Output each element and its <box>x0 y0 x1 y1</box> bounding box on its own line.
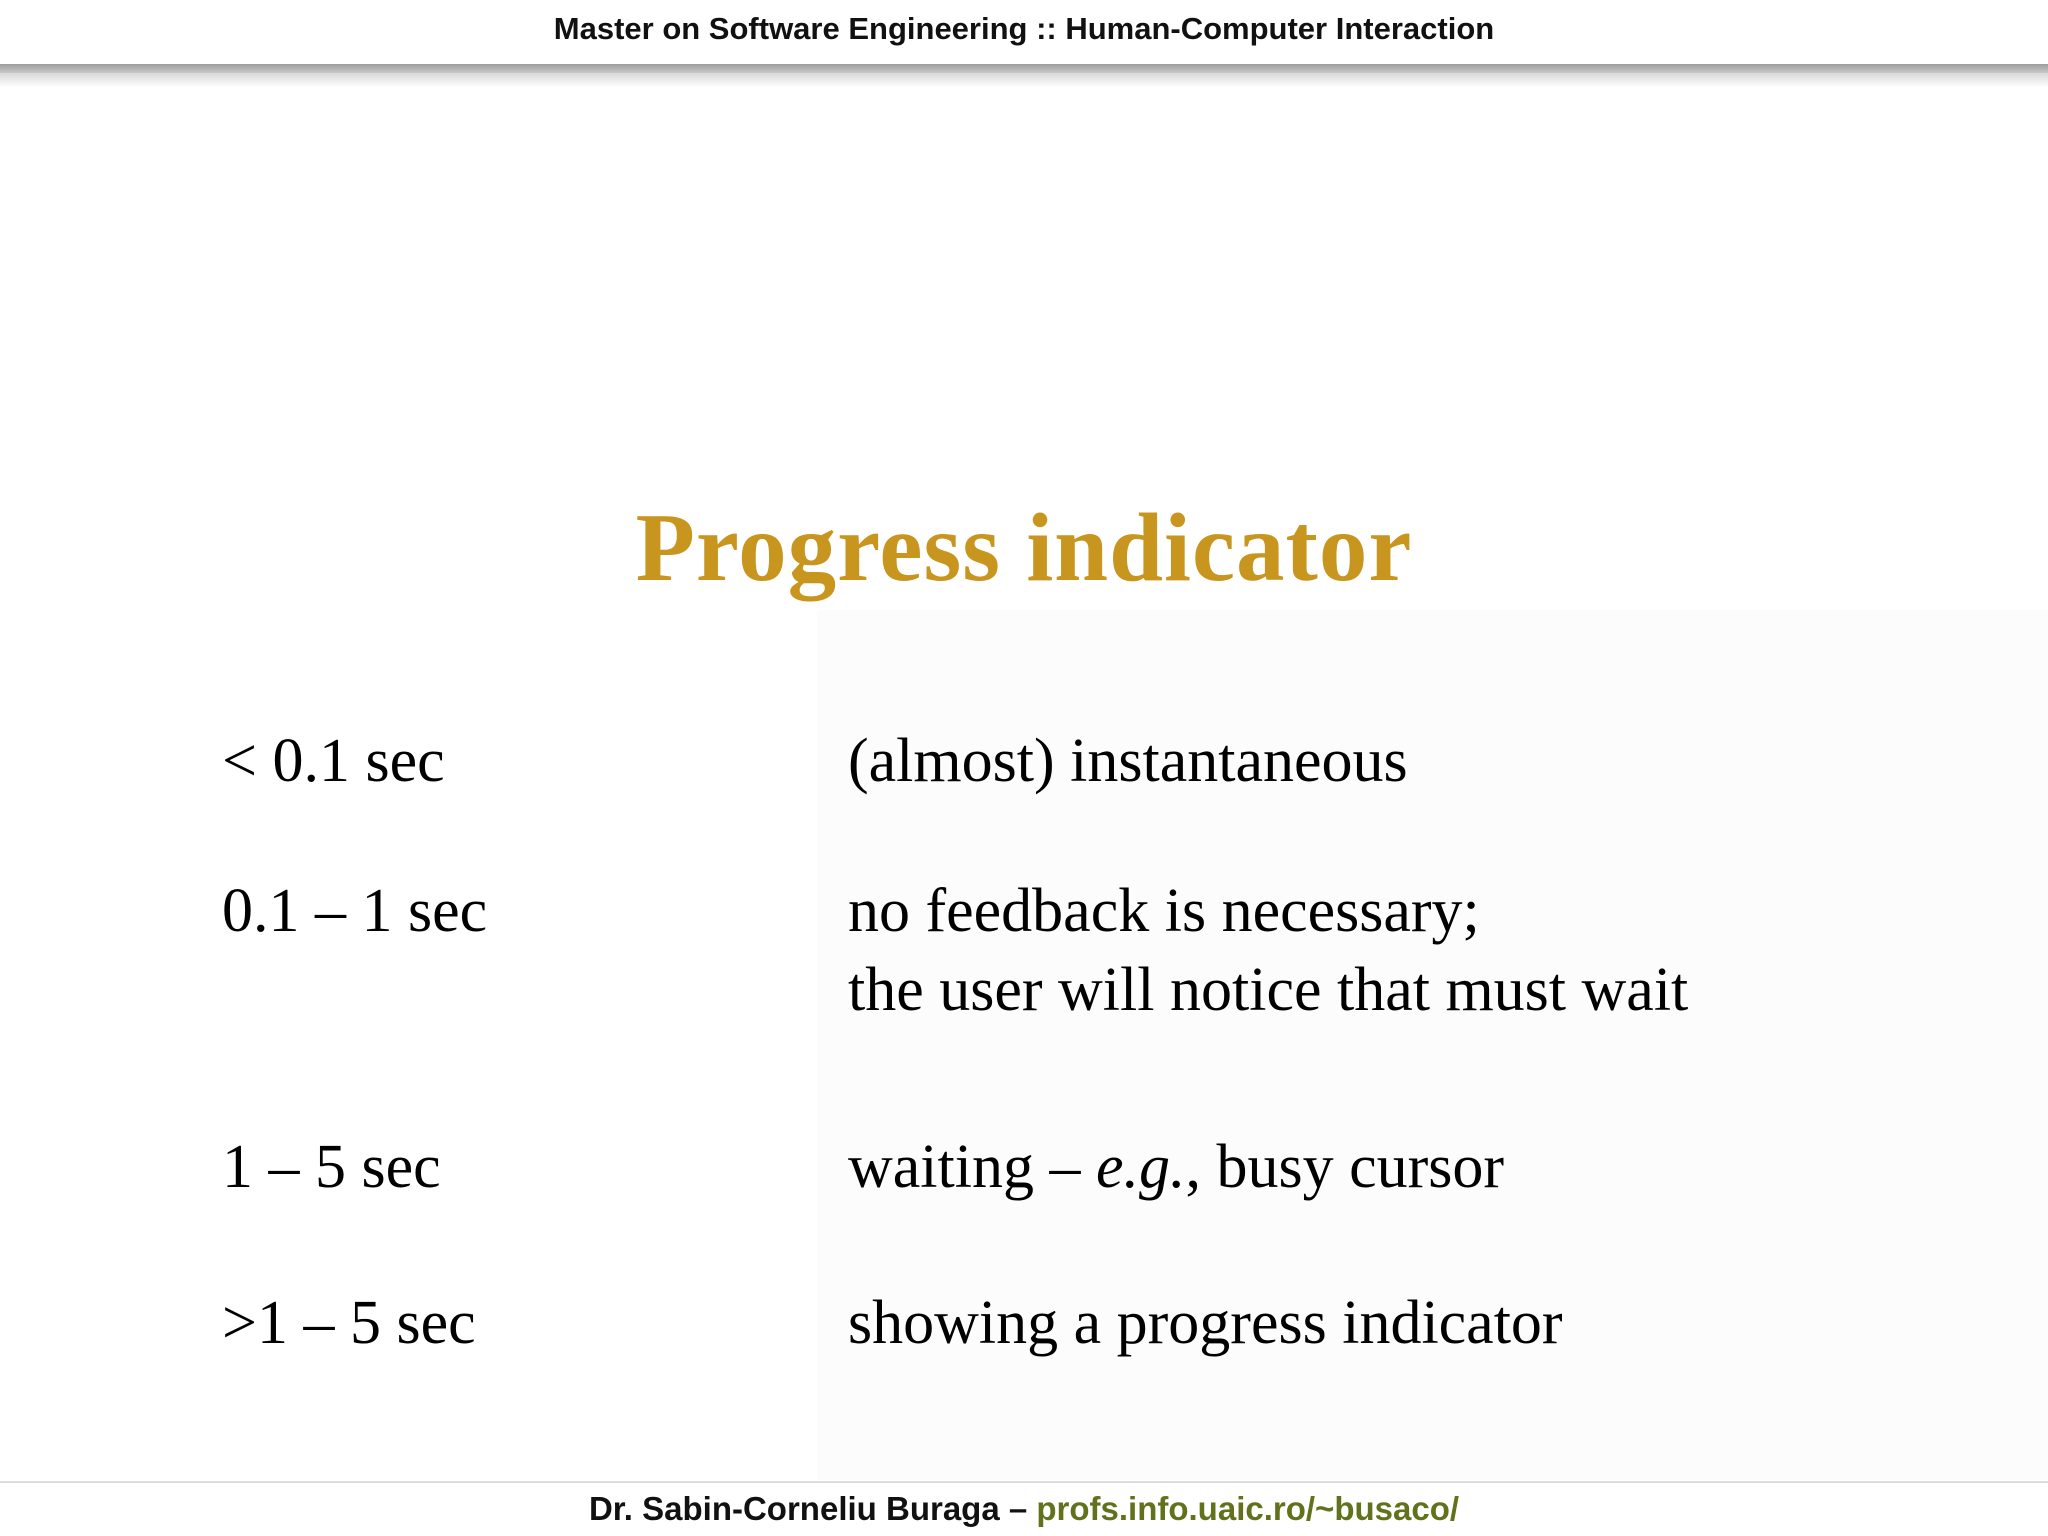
time-range-description: waiting – e.g., busy cursor <box>848 1128 1504 1207</box>
author-website-link[interactable]: profs.info.uaic.ro/~busaco/ <box>1036 1490 1460 1527</box>
time-range-label: 0.1 – 1 sec <box>222 877 488 945</box>
page-title: Progress indicator <box>635 494 1413 601</box>
course-title: Master on Software Engineering :: Human-… <box>553 11 1495 46</box>
description-prefix: waiting – <box>848 1133 1096 1201</box>
header-divider-shadow <box>0 73 2048 87</box>
time-range-label: < 0.1 sec <box>222 727 445 795</box>
slide-header: Master on Software Engineering :: Human-… <box>0 0 2048 44</box>
header-divider <box>0 64 2048 73</box>
footer-divider <box>0 1481 2048 1483</box>
time-range-label: 1 – 5 sec <box>222 1133 441 1201</box>
time-range-description: (almost) instantaneous <box>848 727 1408 795</box>
time-range-description: no feedback is necessary; the user will n… <box>848 872 1688 1031</box>
description-line-1: no feedback is necessary; <box>848 877 1480 945</box>
time-range-description: showing a progress indicator <box>848 1289 1563 1357</box>
description-line-2: the user will notice that must wait <box>848 956 1689 1025</box>
slide-footer: Dr. Sabin-Corneliu Buraga – profs.info.u… <box>0 1490 2048 1528</box>
description-suffix: , busy cursor <box>1185 1133 1505 1201</box>
description-eg-italic: e.g. <box>1095 1133 1186 1201</box>
author-name: Dr. Sabin-Corneliu Buraga – <box>588 1490 1037 1527</box>
background-panel <box>817 610 2048 1480</box>
time-range-label: >1 – 5 sec <box>222 1289 476 1357</box>
